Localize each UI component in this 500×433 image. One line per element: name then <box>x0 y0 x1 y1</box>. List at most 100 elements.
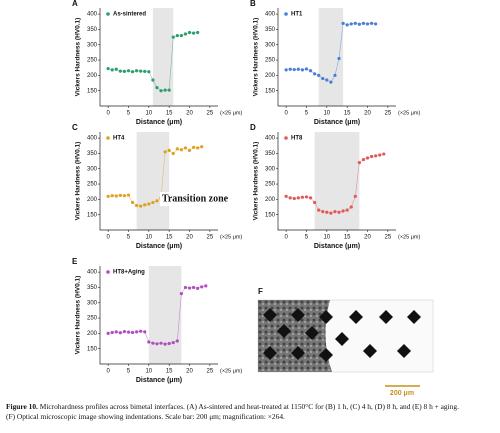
data-point <box>151 200 155 205</box>
data-point <box>155 342 159 346</box>
axes <box>277 132 396 231</box>
indentations <box>263 308 421 362</box>
x-tick-label: 0 <box>284 111 288 117</box>
x-tick-label: 10 <box>145 369 152 375</box>
data-point <box>378 153 382 157</box>
data-point <box>191 31 196 35</box>
x-tick-label: 5 <box>305 111 309 117</box>
data-point <box>155 86 159 90</box>
data-point <box>147 202 151 206</box>
data-point <box>374 22 378 26</box>
y-tick-label: 350 <box>265 27 276 33</box>
x-unit: (×25 μm) <box>220 234 242 240</box>
legend-label: HT1 <box>291 12 303 18</box>
data-point <box>308 69 313 73</box>
x-tick-label: 25 <box>207 235 214 241</box>
scale-bar-label: 200 μm <box>390 390 414 397</box>
data-point <box>345 208 349 212</box>
data-point <box>114 330 118 334</box>
data-point <box>369 21 374 25</box>
data-point <box>110 68 114 72</box>
data-point <box>341 21 345 25</box>
data-point <box>110 194 114 198</box>
data-point <box>163 150 167 154</box>
data-point <box>122 69 127 73</box>
x-tick-label: 20 <box>364 235 371 241</box>
x-tick-label: 0 <box>106 235 110 241</box>
y-tick-label: 250 <box>265 182 276 188</box>
y-tick-label: 200 <box>265 73 276 79</box>
x-tick-label: 15 <box>166 235 173 241</box>
data-point <box>187 30 192 35</box>
x-tick-label: 5 <box>127 235 131 241</box>
chart-panel: B 150 200 250 300 350 400 0 5 10 15 20 25 (×25 μm) Dis… <box>250 0 420 126</box>
chart-panel: C 150 200 250 300 350 400 0 5 10 15 20 25 (×25 μm) Dis… <box>72 123 242 250</box>
textured-region <box>258 300 332 372</box>
x-tick-label: 25 <box>385 111 392 117</box>
data-point <box>292 67 296 72</box>
data-point <box>155 199 159 203</box>
y-tick-label: 250 <box>87 182 98 188</box>
data-point <box>321 210 325 214</box>
shaded-zone <box>136 132 170 230</box>
data-point <box>288 196 292 200</box>
y-tick-label: 300 <box>87 166 98 172</box>
data-point <box>179 33 183 38</box>
data-point <box>304 67 309 71</box>
data-point <box>167 341 171 346</box>
y-axis-label: Vickers Hardness (HV0.1) <box>253 142 260 221</box>
data-point <box>292 196 296 201</box>
data-point <box>106 194 110 198</box>
data-point <box>313 200 317 205</box>
data-point <box>196 146 200 150</box>
data-point <box>313 72 317 76</box>
y-axis-label: Vickers Hardness (HV0.1) <box>75 18 82 97</box>
y-tick-label: 350 <box>87 285 98 291</box>
y-tick-label: 400 <box>87 136 98 142</box>
shaded-zone <box>314 132 360 230</box>
data-point <box>110 330 114 335</box>
data-point <box>357 161 361 165</box>
legend-label: HT8+Aging <box>113 270 145 276</box>
data-point <box>288 67 292 71</box>
data-point <box>139 329 143 333</box>
y-tick-label: 300 <box>265 166 276 172</box>
data-point <box>143 330 147 334</box>
data-point <box>122 194 127 198</box>
y-tick-label: 400 <box>265 12 276 18</box>
data-point <box>333 73 337 77</box>
data-point <box>179 291 183 296</box>
data-point <box>296 67 300 71</box>
x-axis-label: Distance (μm) <box>136 377 182 384</box>
data-point <box>118 331 122 335</box>
data-point <box>365 22 370 26</box>
x-tick-label: 25 <box>207 369 214 375</box>
chart-panel: E 150 200 250 300 350 400 0 5 10 15 20 25 (×25 μm) Dis… <box>72 257 242 384</box>
y-tick-label: 400 <box>87 270 98 276</box>
data-point <box>159 89 163 93</box>
x-tick-label: 20 <box>364 111 371 117</box>
legend-marker <box>284 136 288 140</box>
data-point <box>143 69 147 73</box>
caption-line: (F) Optical microscopic image showing in… <box>6 412 285 421</box>
data-point <box>151 341 155 345</box>
axes <box>277 8 396 107</box>
data-point <box>118 193 122 197</box>
data-point <box>130 70 135 74</box>
panel-label: A <box>72 0 78 8</box>
data-point <box>163 88 167 92</box>
data-point <box>151 78 155 82</box>
data-point <box>382 152 386 156</box>
y-tick-label: 200 <box>265 197 276 203</box>
data-point <box>329 211 333 215</box>
data-point <box>300 195 305 199</box>
x-axis-label: Distance (μm) <box>314 243 360 250</box>
data-point <box>114 194 118 198</box>
data-point <box>200 145 204 149</box>
data-point <box>191 285 196 290</box>
data-point <box>171 340 175 345</box>
y-tick-label: 200 <box>87 197 98 203</box>
data-point <box>118 69 122 73</box>
